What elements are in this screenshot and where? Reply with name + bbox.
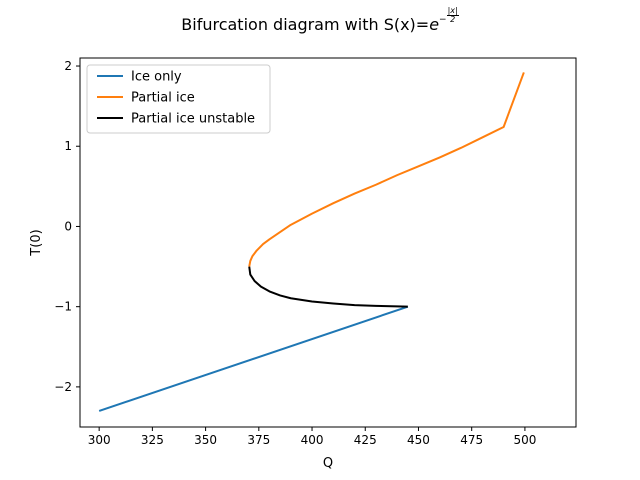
- x-tick-label-3: 375: [247, 433, 270, 447]
- legend-label-0: Ice only: [131, 70, 182, 85]
- title-exp-fraction: |x| 2: [446, 5, 459, 24]
- title-exponent: − |x| 2: [439, 6, 459, 25]
- legend-label-1: Partial ice: [131, 91, 195, 106]
- y-tick-label-1: −1: [54, 300, 72, 314]
- title-exp-base: e: [429, 15, 440, 34]
- x-axis-label: Q: [323, 456, 333, 471]
- legend-box: [86, 64, 271, 134]
- series-line-1: [248, 72, 525, 267]
- x-tick-label-7: 475: [460, 433, 483, 447]
- y-tick-label-4: 2: [64, 59, 72, 73]
- x-tick-label-1: 325: [141, 433, 164, 447]
- x-tick-label-4: 400: [301, 433, 324, 447]
- plot-lines: [98, 72, 525, 412]
- chart-title: Bifurcation diagram with S(x)=e− |x| 2: [0, 6, 640, 34]
- x-tick-label-6: 450: [407, 433, 430, 447]
- x-tick-label-5: 425: [354, 433, 377, 447]
- x-axis-ticks: 300 325 350 375 400 425 450 475 500: [88, 427, 536, 447]
- title-exp-den: 2: [450, 14, 456, 24]
- series-line-2: [248, 266, 408, 308]
- y-tick-label-3: 1: [64, 139, 72, 153]
- axes-frame: [79, 57, 577, 428]
- series-line-0: [98, 305, 409, 412]
- x-tick-label-8: 500: [513, 433, 536, 447]
- chart-title-text: Bifurcation diagram with S(x)=: [181, 15, 430, 34]
- title-exp-num: |x|: [446, 5, 459, 16]
- legend: Ice only Partial ice Partial ice unstable: [86, 64, 271, 134]
- legend-label-2: Partial ice unstable: [131, 112, 255, 127]
- y-axis-ticks: −2 −1 0 1 2: [54, 59, 80, 394]
- title-exp-sign: −: [439, 14, 447, 25]
- y-axis-label: T(0): [29, 229, 44, 256]
- x-tick-label-2: 350: [194, 433, 217, 447]
- x-tick-label-0: 300: [88, 433, 111, 447]
- y-tick-label-0: −2: [54, 380, 72, 394]
- y-tick-label-2: 0: [64, 219, 72, 233]
